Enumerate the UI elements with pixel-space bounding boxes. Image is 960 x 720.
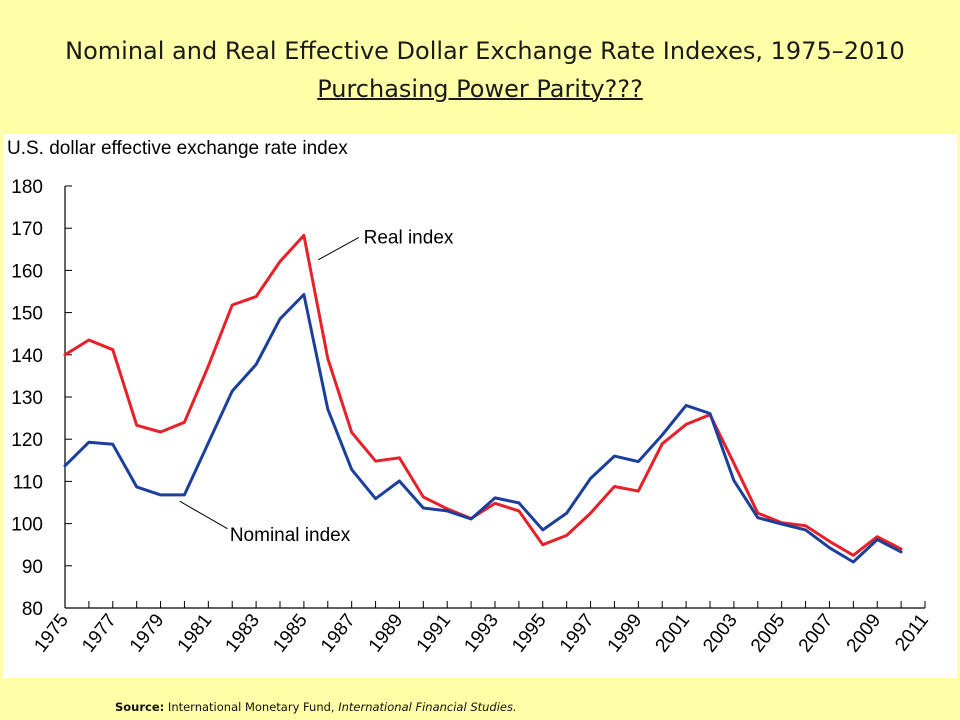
x-tick-label: 1985 xyxy=(269,610,312,656)
nominal-index-line xyxy=(63,293,903,564)
x-tick-label: 1995 xyxy=(508,610,551,656)
x-tick-label: 1983 xyxy=(221,610,264,656)
real-index-label: Real index xyxy=(364,228,454,249)
x-tick-label: 2001 xyxy=(651,610,694,656)
x-tick-label: 2007 xyxy=(795,610,838,656)
y-tick-label: 90 xyxy=(22,557,43,578)
x-tick-label: 1981 xyxy=(174,610,217,656)
line-chart: U.S. dollar effective exchange rate inde… xyxy=(7,138,933,656)
series-lines xyxy=(63,233,903,564)
y-tick-label: 100 xyxy=(11,515,43,536)
nominal-index-label: Nominal index xyxy=(230,525,351,546)
y-tick-label: 120 xyxy=(11,430,43,451)
x-tick-label: 1991 xyxy=(413,610,456,656)
y-tick-label: 80 xyxy=(22,599,43,620)
y-tick-label: 170 xyxy=(11,219,43,240)
annotations: Real index Nominal index xyxy=(179,228,454,546)
x-tick-label: 1997 xyxy=(556,610,599,656)
x-tick-label: 2005 xyxy=(747,610,790,656)
axes xyxy=(64,185,926,609)
nominal-index-leader xyxy=(179,500,228,530)
y-tick-label: 130 xyxy=(11,388,43,409)
x-tick-label: 1999 xyxy=(604,610,647,656)
x-tick-label: 1987 xyxy=(317,610,360,656)
x-tick-label: 1979 xyxy=(126,610,169,656)
y-tick-label: 110 xyxy=(13,472,43,493)
x-tick-label: 1993 xyxy=(460,610,503,656)
source-note: Source: International Monetary Fund, Int… xyxy=(115,700,517,714)
x-tick-label: 2011 xyxy=(891,610,933,655)
source-publication: International Financial Studies. xyxy=(338,700,517,714)
real-index-line xyxy=(63,233,903,557)
x-tick-label: 1989 xyxy=(365,610,408,656)
chart-panel: U.S. dollar effective exchange rate inde… xyxy=(3,134,957,678)
source-label: Source: xyxy=(115,700,165,714)
slide-title: Nominal and Real Effective Dollar Exchan… xyxy=(0,32,960,108)
x-tick-label: 2009 xyxy=(843,610,886,656)
x-tick-label: 1977 xyxy=(78,610,121,656)
y-tick-label: 150 xyxy=(11,304,43,325)
y-tick-label: 140 xyxy=(11,346,43,367)
source-org: International Monetary Fund, xyxy=(164,700,339,714)
y-tick-label: 160 xyxy=(11,261,43,282)
real-index-leader xyxy=(317,237,360,261)
y-tick-label: 180 xyxy=(11,177,43,198)
y-axis-label: U.S. dollar effective exchange rate inde… xyxy=(7,138,348,159)
x-tick-label: 2003 xyxy=(699,610,742,656)
title-line-2: Purchasing Power Parity??? xyxy=(317,75,643,103)
title-line-1: Nominal and Real Effective Dollar Exchan… xyxy=(65,37,905,65)
